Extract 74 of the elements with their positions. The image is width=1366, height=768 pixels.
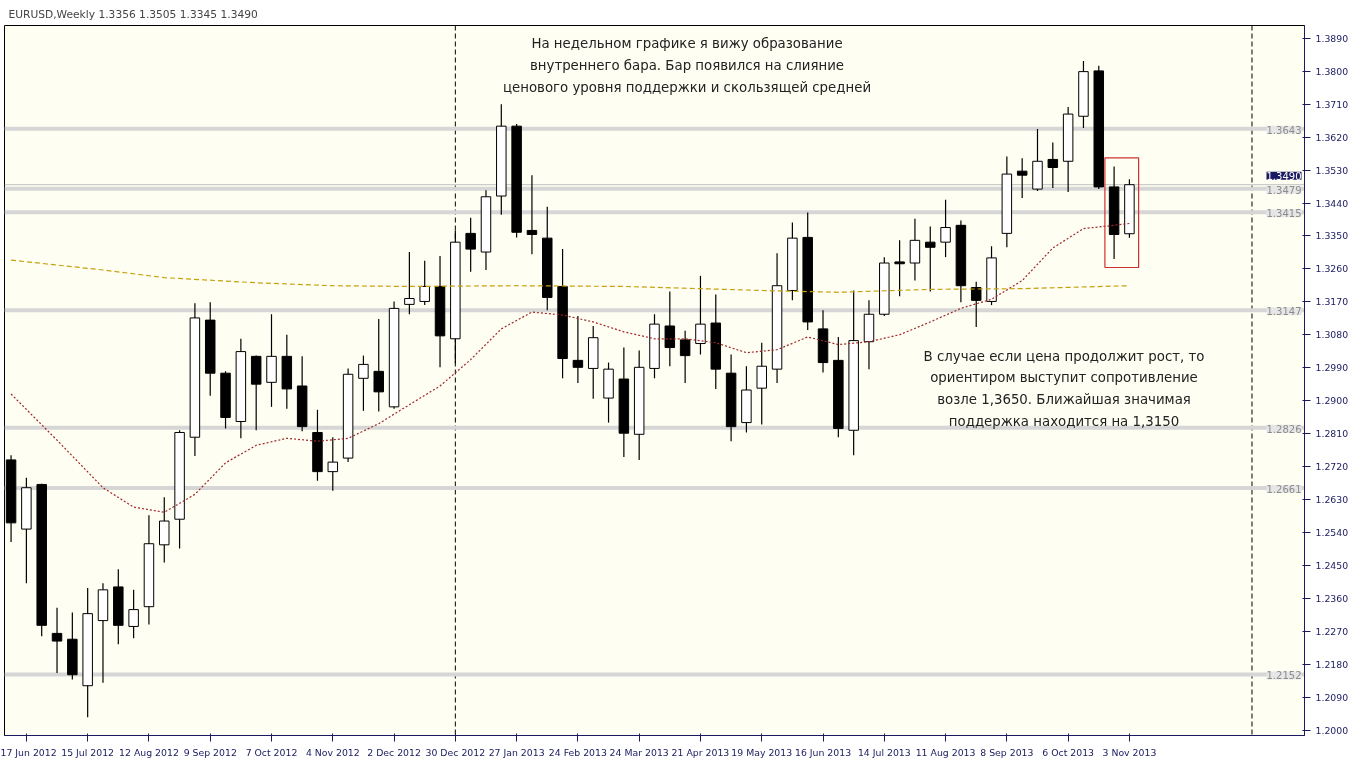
candlestick <box>358 355 369 412</box>
x-tick-label: 11 Aug 2013 <box>915 746 976 758</box>
y-tick-label: 1.2540 <box>1315 526 1349 538</box>
y-tick-label: 1.3530 <box>1315 164 1349 176</box>
y-tick-label: 1.2180 <box>1315 658 1349 670</box>
candlestick <box>940 199 951 258</box>
y-tick-label: 1.3710 <box>1315 98 1349 110</box>
x-tick-label: 17 Jun 2012 <box>0 746 57 758</box>
x-tick-label: 14 Jul 2013 <box>857 746 911 758</box>
x-tick-label: 19 May 2013 <box>731 746 793 758</box>
x-tick-label: 16 Jun 2013 <box>794 746 852 758</box>
ref-line-label: 1.2661 <box>1266 484 1302 496</box>
candlestick <box>159 496 170 563</box>
candlestick <box>894 239 905 297</box>
x-tick-label: 27 Jan 2013 <box>488 746 545 758</box>
ref-line-label: 1.3479 <box>1266 184 1302 196</box>
annotation: На недельном графике я вижу образование внутреннего бара. Бар появился на слияние ценового уровня поддержки и скользящей средней <box>502 36 872 95</box>
candlestick <box>909 218 921 282</box>
x-tick-label: 4 Nov 2012 <box>305 746 360 758</box>
x-tick-label: 3 Nov 2013 <box>1102 746 1157 758</box>
candlestick <box>128 589 139 639</box>
candlestick <box>373 318 384 413</box>
y-tick-label: 1.2630 <box>1315 493 1349 505</box>
candlestick <box>756 342 767 426</box>
x-tick-label: 21 Apr 2013 <box>671 746 730 758</box>
candlestick <box>1016 157 1028 199</box>
x-tick-label: 12 Aug 2012 <box>119 746 179 758</box>
y-tick-label: 1.3800 <box>1315 65 1349 77</box>
y-tick-label: 1.2720 <box>1315 461 1349 473</box>
annotation: В случае если цена продолжит рост, то ориентиром выступит сопротивление возле 1,3650. Ближайшая значимая поддержка находится на 1,3150 <box>923 348 1205 429</box>
candlestick <box>695 275 706 356</box>
candlestick <box>419 260 430 306</box>
candlestick <box>572 315 584 384</box>
y-tick-label: 1.2900 <box>1315 395 1349 407</box>
y-tick-label: 1.3620 <box>1315 131 1349 143</box>
y-tick-label: 1.3890 <box>1315 32 1349 44</box>
y-tick-label: 1.3350 <box>1315 230 1349 242</box>
x-tick-label: 24 Mar 2013 <box>609 746 669 758</box>
x-tick-label: 6 Oct 2013 <box>1042 746 1095 758</box>
candlestick <box>51 607 63 674</box>
x-tick-label: 2 Dec 2012 <box>367 746 421 758</box>
ref-line-label: 1.3490 <box>1266 170 1302 182</box>
candlestick <box>679 330 691 384</box>
candlestick <box>664 290 676 367</box>
y-tick-label: 1.3080 <box>1315 329 1349 341</box>
y-tick-label: 1.3170 <box>1315 296 1349 308</box>
ref-line-label: 1.2152 <box>1266 670 1302 682</box>
y-tick-label: 1.2360 <box>1315 592 1349 604</box>
y-tick-label: 1.2270 <box>1315 625 1349 637</box>
y-tick-label: 1.2990 <box>1315 362 1349 374</box>
candlestick <box>404 251 415 315</box>
x-tick-label: 15 Jul 2012 <box>61 746 115 758</box>
ref-line-label: 1.3415 <box>1266 208 1302 220</box>
ref-line-label: 1.3147 <box>1266 306 1302 318</box>
candlestick <box>327 436 339 492</box>
y-tick-label: 1.2450 <box>1315 559 1349 571</box>
x-tick-label: 24 Feb 2013 <box>548 746 607 758</box>
x-tick-label: 30 Dec 2012 <box>425 746 486 758</box>
y-tick-label: 1.2810 <box>1315 428 1349 440</box>
y-tick-label: 1.3260 <box>1315 263 1349 275</box>
x-tick-label: 8 Sep 2013 <box>980 746 1034 758</box>
y-tick-label: 1.3440 <box>1315 197 1349 209</box>
candlestick <box>925 225 936 293</box>
ref-line-label: 1.3643 <box>1266 124 1302 136</box>
candlestick <box>970 281 982 328</box>
y-tick-label: 1.2090 <box>1315 691 1349 703</box>
chart-title: EURUSD,Weekly 1.3356 1.3505 1.3345 1.3490 <box>8 7 258 21</box>
y-tick-label: 1.2000 <box>1315 724 1349 736</box>
candlestick <box>526 174 538 255</box>
ref-line-label: 1.2826 <box>1266 423 1302 435</box>
candlestick <box>465 217 476 273</box>
x-tick-label: 9 Sep 2012 <box>183 746 237 758</box>
x-tick-label: 7 Oct 2012 <box>245 746 298 758</box>
candlestick <box>1047 142 1059 189</box>
